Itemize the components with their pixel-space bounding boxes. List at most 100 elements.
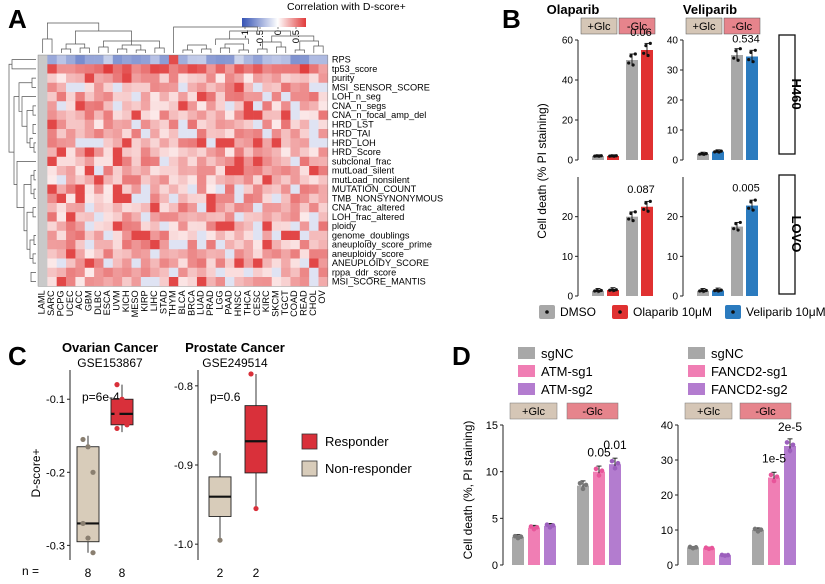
heatmap-cell: [84, 92, 95, 102]
y-tick-label: 60: [562, 36, 574, 47]
heatmap-cell: [290, 193, 301, 204]
heatmap-cell: [253, 221, 263, 232]
dendrogram-link: [75, 30, 132, 44]
column-label-prad: PRAD: [205, 290, 215, 316]
heatmap-cell: [75, 101, 86, 111]
heatmap-cell: [225, 240, 235, 250]
heatmap-cell: [38, 92, 48, 102]
heatmap-cell: [243, 249, 254, 259]
heatmap-cell: [187, 184, 198, 195]
heatmap-cell: [309, 193, 319, 204]
column-label-ov: OV: [317, 289, 327, 303]
heatmap-cell: [234, 147, 244, 158]
bar: [752, 530, 764, 565]
heatmap-cell: [56, 193, 67, 204]
panel-b-plot-0: 0 20 40 60 0.06: [562, 27, 653, 167]
heatmap-cell: [112, 92, 123, 102]
heatmap-cell: [47, 240, 57, 250]
heatmap-cell: [168, 64, 179, 74]
heatmap-cell: [150, 184, 160, 195]
heatmap-cell: [206, 55, 216, 65]
heatmap-cell: [262, 184, 273, 195]
heatmap-cell: [178, 277, 188, 287]
heatmap-cell: [206, 110, 216, 121]
row-label-ploidy: ploidy: [332, 221, 356, 231]
heatmap-cell: [253, 129, 263, 139]
heatmap-cell: [178, 92, 188, 102]
heatmap-cell: [47, 147, 57, 158]
heatmap-cell: [196, 258, 207, 269]
heatmap-cell: [206, 203, 216, 213]
dendrogram-link: [238, 49, 249, 53]
heatmap-cell: [318, 230, 329, 241]
heatmap-cell: [234, 92, 244, 102]
heatmap-cell: [84, 240, 95, 250]
heatmap-cell: [47, 166, 57, 176]
heatmap-cell: [299, 92, 310, 102]
heatmap-cell: [215, 184, 226, 195]
heatmap-cell: [103, 147, 114, 158]
heatmap-cell: [271, 240, 282, 250]
heatmap-cell: [112, 277, 123, 287]
heatmap-cell: [290, 258, 301, 269]
column-label-gbm: GBM: [84, 290, 94, 311]
heatmap-cell: [75, 193, 86, 204]
heatmap-cell: [234, 73, 244, 84]
heatmap-cell: [271, 92, 282, 102]
heatmap-cell: [47, 101, 57, 111]
heatmap-cell: [225, 184, 235, 195]
data-point: [80, 520, 86, 527]
heatmap-cell: [253, 82, 263, 93]
dendrogram-link: [33, 235, 36, 245]
data-point: [749, 50, 753, 54]
heatmap-cell: [131, 175, 142, 185]
heatmap-cell: [94, 55, 104, 65]
heatmap-cell: [225, 92, 235, 102]
heatmap-cell: [234, 203, 244, 213]
heatmap-cell: [234, 138, 244, 148]
dendrogram-link: [31, 77, 36, 88]
panel-b-plot-3: 0 10 20 0.005: [667, 177, 760, 303]
heatmap-cell: [178, 147, 188, 158]
bar: [592, 290, 604, 296]
heatmap-cell: [84, 119, 95, 130]
glc-strip-plus: [509, 402, 558, 420]
heatmap-cell: [215, 82, 226, 93]
heatmap-cell: [215, 147, 226, 158]
heatmap-cell: [84, 230, 95, 241]
heatmap-cell: [206, 184, 216, 195]
panel-d-ylabel: Cell death (%, PI staining): [461, 421, 475, 560]
heatmap-cell: [56, 203, 67, 213]
heatmap-cell: [84, 212, 95, 222]
bar: [703, 548, 715, 565]
heatmap-cell: [94, 110, 104, 121]
heatmap-cell: [281, 230, 291, 241]
heatmap-cell: [75, 82, 86, 93]
heatmap-cell: [150, 193, 160, 204]
data-point: [704, 152, 708, 156]
heatmap-cell: [150, 64, 160, 74]
bar: [593, 471, 605, 565]
heatmap-cell: [112, 138, 123, 148]
heatmap-cell: [56, 267, 67, 278]
legend-swatch: [688, 365, 705, 377]
row-label-purity: purity: [332, 73, 355, 83]
heatmap-cell: [150, 277, 160, 287]
heatmap-cell: [150, 101, 160, 111]
heatmap-cell: [84, 82, 95, 93]
heatmap-cell: [281, 110, 291, 121]
heatmap-cell: [187, 138, 198, 148]
heatmap-cell: [122, 156, 132, 167]
heatmap-cell: [122, 258, 132, 269]
dendrogram-link: [8, 63, 14, 153]
heatmap-cell: [66, 129, 76, 139]
heatmap-cell: [178, 249, 188, 259]
heatmap-cell: [290, 166, 301, 176]
heatmap-cell: [243, 193, 254, 204]
heatmap-cell: [196, 193, 207, 204]
heatmap-cell: [84, 55, 95, 65]
heatmap-cell: [178, 82, 188, 93]
heatmap-cell: [281, 82, 291, 93]
heatmap-cell: [66, 175, 76, 185]
data-point: [693, 545, 699, 550]
